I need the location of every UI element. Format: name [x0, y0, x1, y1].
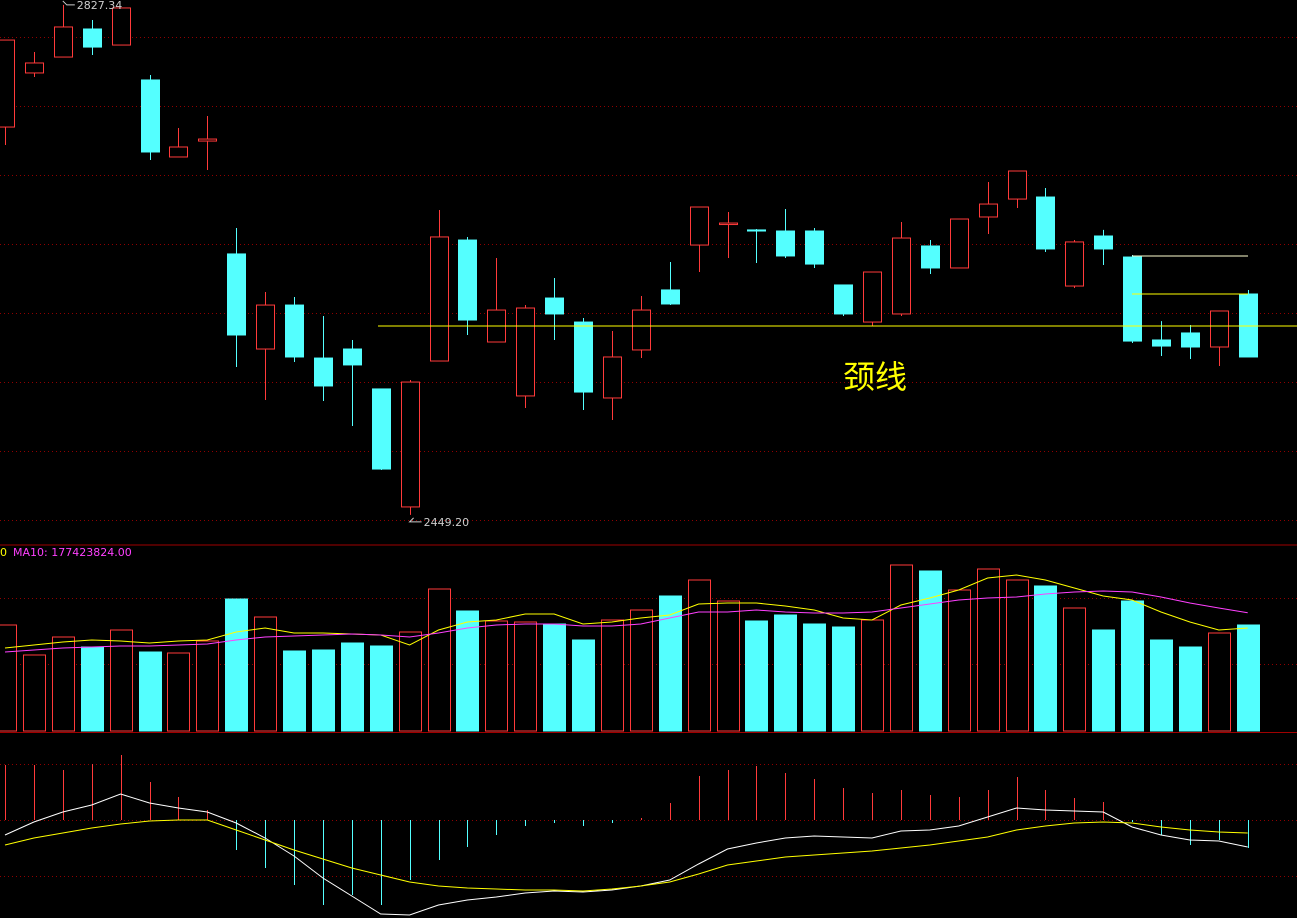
volume-bar	[1150, 639, 1173, 732]
indicator-line	[4, 574, 1248, 649]
volume-bar	[1006, 579, 1029, 732]
volume-bar	[428, 588, 451, 732]
volume-bar	[167, 652, 190, 732]
candle-body	[1094, 235, 1113, 250]
label-arrow	[62, 0, 75, 6]
volume-bar	[601, 619, 624, 732]
volume-bar	[1237, 624, 1260, 732]
candle-body	[458, 239, 477, 321]
candle-body	[516, 307, 535, 397]
candle-body	[1123, 256, 1142, 342]
candle-body	[314, 357, 333, 387]
volume-bar	[977, 568, 1000, 732]
candle-body	[661, 289, 680, 305]
volume-bar	[1179, 646, 1202, 732]
candle-body	[83, 28, 102, 48]
candle-body	[256, 304, 275, 350]
candle-body	[227, 253, 246, 336]
candle-body	[979, 203, 998, 218]
label-arrow	[408, 517, 422, 523]
candle-body	[834, 284, 853, 315]
volume-bar	[774, 614, 797, 732]
volume-bar	[341, 642, 364, 732]
candle-body	[25, 62, 44, 74]
candle-body	[805, 230, 824, 265]
volume-bar	[630, 609, 653, 732]
volume-bar	[832, 626, 855, 732]
candle-body	[603, 356, 622, 399]
volume-bar	[543, 623, 566, 732]
volume-bar	[572, 639, 595, 732]
volume-bar	[139, 651, 162, 732]
volume-bar	[81, 646, 104, 732]
volume-bar	[225, 598, 248, 732]
volume-bar	[1121, 600, 1144, 732]
volume-bar	[890, 564, 913, 732]
volume-bar	[861, 619, 884, 732]
legend-label: 0	[0, 546, 7, 559]
candle-body	[0, 39, 15, 128]
candle-body	[112, 7, 131, 46]
volume-bar	[23, 654, 46, 732]
candle-body	[747, 229, 766, 232]
candle-body	[1036, 196, 1055, 250]
candle-body	[950, 218, 969, 269]
volume-bar	[659, 595, 682, 732]
volume-bar	[803, 623, 826, 732]
candle-body	[690, 206, 709, 246]
candle-body	[863, 271, 882, 323]
candle-body	[776, 230, 795, 257]
volume-bar	[283, 650, 306, 732]
candle-body	[1008, 170, 1027, 200]
volume-bar	[110, 629, 133, 732]
candle-body	[1181, 332, 1200, 348]
candle-body	[1065, 241, 1084, 287]
candle-body	[632, 309, 651, 351]
volume-bar	[254, 616, 277, 732]
indicator-line	[4, 590, 1248, 653]
volume-bar	[688, 579, 711, 732]
volume-bar	[196, 640, 219, 732]
candle-body	[141, 79, 160, 153]
volume-bar	[456, 610, 479, 732]
low-label: 2449.20	[424, 516, 470, 529]
volume-bar	[1208, 632, 1231, 732]
volume-bar	[745, 620, 768, 732]
annotation: 颈线	[843, 358, 907, 396]
candle-body	[574, 321, 593, 393]
volume-bar	[1092, 629, 1115, 732]
high-label: 2827.34	[77, 0, 123, 12]
candle-body	[545, 297, 564, 315]
indicator-line	[4, 819, 1248, 892]
volume-bar	[52, 636, 75, 732]
legend-label: MA10: 177423824.00	[13, 546, 132, 559]
volume-bar	[1034, 585, 1057, 732]
candle-body	[401, 381, 420, 508]
candle-body	[343, 348, 362, 366]
volume-bar	[1063, 607, 1086, 732]
candle-body	[892, 237, 911, 315]
candle-body	[1210, 310, 1229, 348]
candle-body	[285, 304, 304, 358]
volume-bar	[485, 620, 508, 732]
candle-body	[430, 236, 449, 362]
volume-bar	[717, 600, 740, 732]
volume-bar	[514, 621, 537, 732]
candle-body	[54, 26, 73, 58]
candle-body	[372, 388, 391, 470]
volume-bar	[312, 649, 335, 732]
volume-bar	[370, 645, 393, 732]
candle-body	[169, 146, 188, 158]
candle-body	[198, 138, 217, 142]
volume-bar	[948, 589, 971, 732]
volume-bar	[0, 624, 17, 732]
candle-body	[1152, 339, 1171, 347]
candle-body	[921, 245, 940, 269]
volume-bar	[919, 570, 942, 732]
candle-body	[719, 222, 738, 226]
volume-bar	[399, 631, 422, 732]
